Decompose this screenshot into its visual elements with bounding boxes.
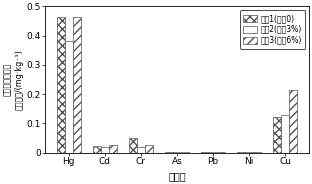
- Bar: [65, 41, 73, 153]
- Bar: [281, 115, 289, 153]
- Bar: [273, 117, 281, 153]
- Legend: 工况1(掺比0), 工况2(掺比3%), 工况3(掺比6%): 工况1(掺比0), 工况2(掺比3%), 工况3(掺比6%): [240, 10, 305, 49]
- Bar: [253, 152, 261, 153]
- Bar: [57, 17, 65, 153]
- Bar: [201, 152, 209, 153]
- Bar: [109, 145, 117, 153]
- Bar: [173, 152, 181, 153]
- Bar: [217, 152, 225, 153]
- Bar: [129, 139, 137, 153]
- Bar: [289, 90, 297, 153]
- Bar: [237, 152, 245, 153]
- Bar: [245, 152, 253, 153]
- Bar: [93, 146, 101, 153]
- Bar: [181, 152, 189, 153]
- Bar: [145, 145, 153, 153]
- X-axis label: 重金属: 重金属: [168, 171, 186, 181]
- Y-axis label: 脲硫石膏重金属
质量分数/(mg·kg⁻¹): 脲硫石膏重金属 质量分数/(mg·kg⁻¹): [3, 49, 24, 110]
- Bar: [73, 17, 81, 153]
- Bar: [101, 147, 109, 153]
- Bar: [165, 152, 173, 153]
- Bar: [137, 147, 145, 153]
- Bar: [209, 152, 217, 153]
